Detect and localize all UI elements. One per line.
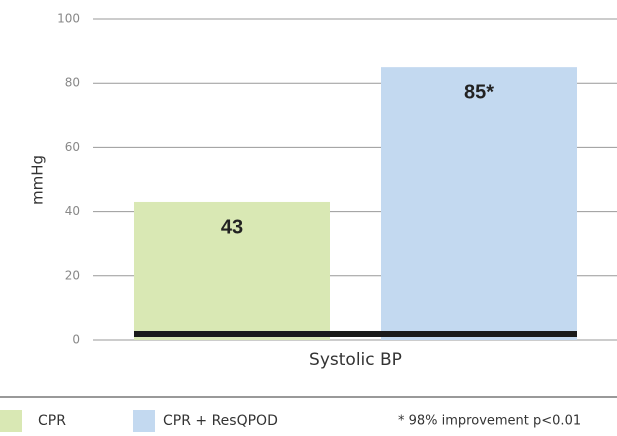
baseline <box>134 331 577 337</box>
y-tick-label: 80 <box>65 76 80 90</box>
y-tick-label: 20 <box>65 268 80 282</box>
value-label: 85* <box>464 81 494 103</box>
bar <box>381 67 577 341</box>
y-tick-label: 100 <box>57 12 80 26</box>
legend-label: CPR <box>38 413 66 429</box>
bar <box>134 201 330 340</box>
footnote: * 98% improvement p<0.01 <box>398 414 581 429</box>
y-tick-label: 40 <box>65 204 80 218</box>
y-axis-label: mmHg <box>29 155 47 205</box>
legend-swatch <box>0 410 22 432</box>
legend-swatch <box>133 410 155 432</box>
legend-label: CPR + ResQPOD <box>163 413 278 429</box>
x-tick-label: Systolic BP <box>309 350 402 370</box>
y-tick-label: 60 <box>65 140 80 154</box>
value-label: 43 <box>221 216 243 238</box>
y-tick-label: 0 <box>72 333 80 347</box>
